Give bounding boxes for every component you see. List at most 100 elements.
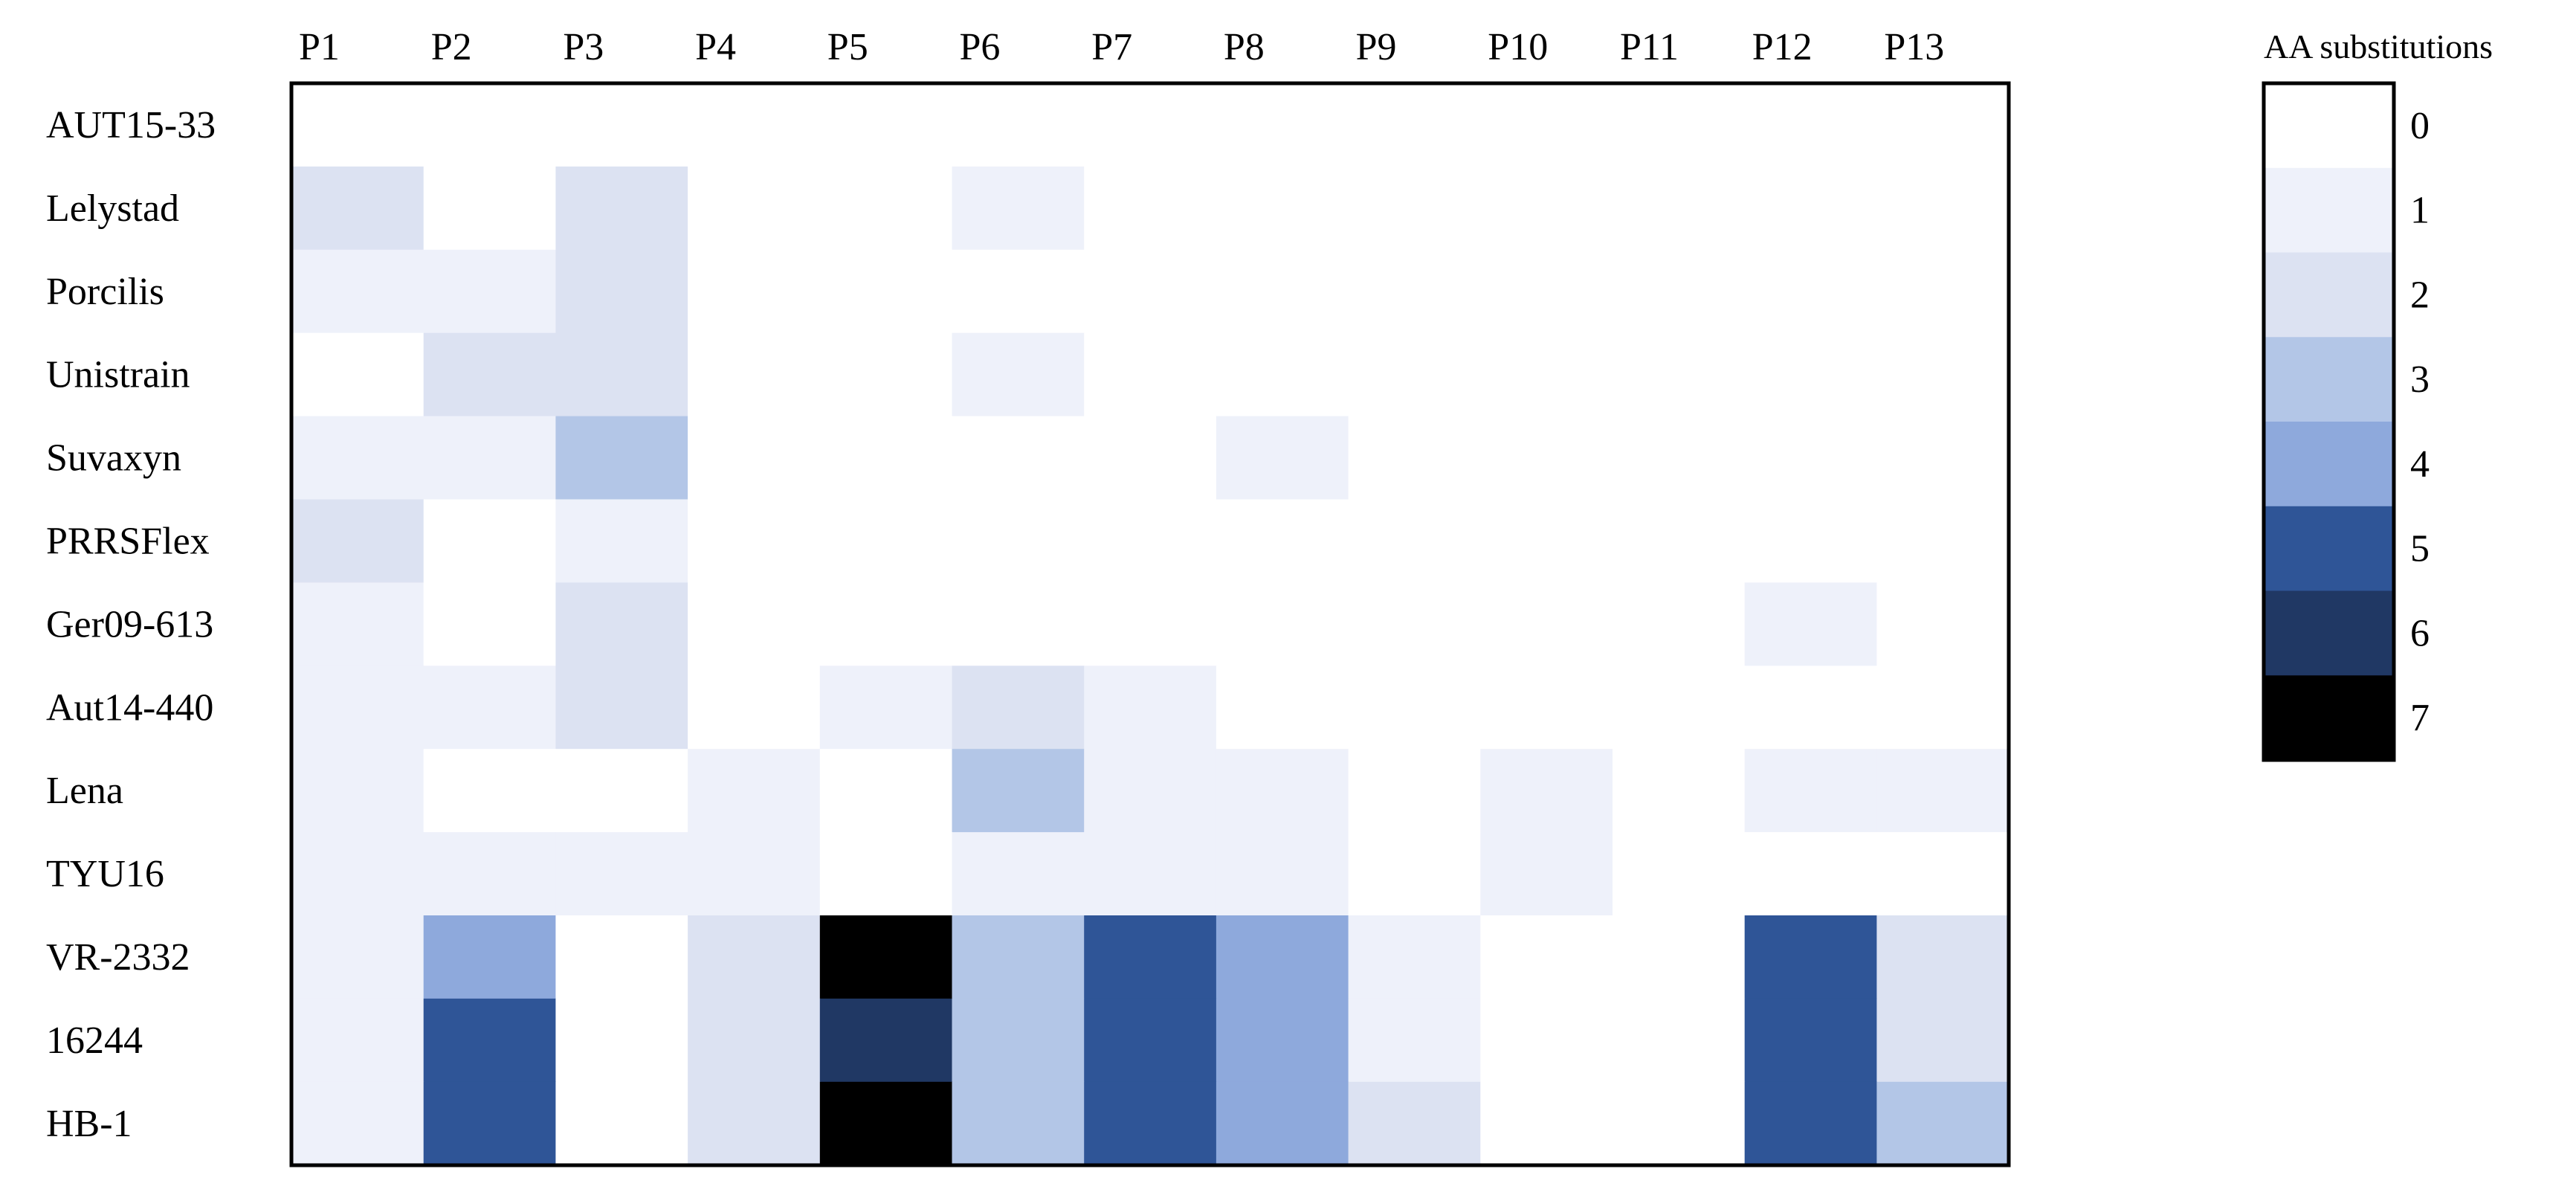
heatmap-cell-Aut14-440-P6 (952, 666, 1085, 750)
heatmap-cell-Lena-P6 (952, 749, 1085, 833)
legend-swatch (2264, 252, 2394, 338)
y-tick-label: Suvaxyn (46, 437, 181, 480)
heatmap-cell-HB-1-P12 (1744, 1081, 1877, 1166)
x-tick-label: P7 (1091, 26, 1132, 68)
x-tick-label: P5 (827, 26, 868, 68)
heatmap-cell-Unistrain-P1 (291, 332, 425, 417)
heatmap-cell-TYU16-P4 (688, 832, 821, 916)
heatmap-cell-Lena-P9 (1348, 749, 1481, 833)
heatmap-cell-PRRSFlex-P3 (555, 499, 688, 583)
heatmap-cell-HB-1-P2 (423, 1081, 556, 1166)
y-tick-label: HB-1 (46, 1103, 132, 1145)
heatmap-cell-Lelystad-P2 (423, 166, 556, 251)
heatmap-cell-TYU16-P9 (1348, 832, 1481, 916)
legend-swatch (2264, 337, 2394, 422)
heatmap-cell-VR-2332-P12 (1744, 915, 1877, 999)
heatmap-cell-HB-1-P11 (1613, 1081, 1746, 1166)
heatmap-cell-Ger09-613-P10 (1480, 582, 1613, 666)
heatmap-cell-VR-2332-P1 (291, 915, 425, 999)
heatmap-cell-Suvaxyn-P2 (423, 416, 556, 500)
heatmap-cell-TYU16-P5 (819, 832, 953, 916)
heatmap-cell-TYU16-P1 (291, 832, 425, 916)
heatmap-cell-Unistrain-P8 (1216, 332, 1349, 417)
legend-level-label: 0 (2410, 105, 2430, 147)
heatmap-cell-16244-P7 (1084, 998, 1217, 1083)
legend-level-label: 5 (2410, 528, 2430, 570)
heatmap-cell-Porcilis-P13 (1876, 249, 2010, 334)
heatmap-cell-AUT15-33-P3 (555, 83, 688, 167)
heatmap-cell-AUT15-33-P13 (1876, 83, 2010, 167)
heatmap-cell-16244-P13 (1876, 998, 2010, 1083)
heatmap-cell-PRRSFlex-P8 (1216, 499, 1349, 583)
heatmap-cell-AUT15-33-P7 (1084, 83, 1217, 167)
x-tick-label: P4 (695, 26, 736, 68)
x-tick-label: P8 (1224, 26, 1265, 68)
heatmap-cell-Unistrain-P5 (819, 332, 953, 417)
heatmap-cell-AUT15-33-P12 (1744, 83, 1877, 167)
legend-level-label: 1 (2410, 190, 2430, 232)
y-tick-label: PRRSFlex (46, 521, 210, 563)
heatmap-cell-AUT15-33-P4 (688, 83, 821, 167)
heatmap-cell-Lelystad-P8 (1216, 166, 1349, 251)
heatmap-cell-HB-1-P13 (1876, 1081, 2010, 1166)
heatmap-cell-16244-P12 (1744, 998, 1877, 1083)
heatmap-cell-Ger09-613-P2 (423, 582, 556, 666)
heatmap-cell-HB-1-P10 (1480, 1081, 1613, 1166)
heatmap-cell-PRRSFlex-P2 (423, 499, 556, 583)
heatmap-cell-Suvaxyn-P7 (1084, 416, 1217, 500)
heatmap-cell-HB-1-P6 (952, 1081, 1085, 1166)
heatmap-cell-Suvaxyn-P10 (1480, 416, 1613, 500)
heatmap-cell-Suvaxyn-P4 (688, 416, 821, 500)
legend-swatch (2264, 590, 2394, 676)
heatmap-cell-VR-2332-P10 (1480, 915, 1613, 999)
y-tick-label: Porcilis (46, 271, 164, 313)
heatmap-cell-PRRSFlex-P1 (291, 499, 425, 583)
heatmap-cell-Suvaxyn-P11 (1613, 416, 1746, 500)
heatmap-cell-AUT15-33-P10 (1480, 83, 1613, 167)
legend-swatch (2264, 422, 2394, 507)
heatmap-cell-Suvaxyn-P1 (291, 416, 425, 500)
heatmap-cell-Porcilis-P3 (555, 249, 688, 334)
heatmap-cell-AUT15-33-P2 (423, 83, 556, 167)
heatmap-cell-Suvaxyn-P13 (1876, 416, 2010, 500)
heatmap-cell-16244-P11 (1613, 998, 1746, 1083)
heatmap-cell-Lena-P4 (688, 749, 821, 833)
heatmap-cell-Lelystad-P9 (1348, 166, 1481, 251)
x-tick-label: P11 (1620, 26, 1679, 68)
heatmap-cell-Lelystad-P1 (291, 166, 425, 251)
heatmap-cell-AUT15-33-P9 (1348, 83, 1481, 167)
heatmap-cell-Ger09-613-P12 (1744, 582, 1877, 666)
heatmap-cell-Porcilis-P9 (1348, 249, 1481, 334)
legend-swatch (2264, 675, 2394, 761)
heatmap-cell-Ger09-613-P8 (1216, 582, 1349, 666)
heatmap-cell-Lelystad-P10 (1480, 166, 1613, 251)
heatmap-cell-Lelystad-P13 (1876, 166, 2010, 251)
heatmap-cell-Unistrain-P7 (1084, 332, 1217, 417)
heatmap-cell-VR-2332-P2 (423, 915, 556, 999)
heatmap-cell-VR-2332-P9 (1348, 915, 1481, 999)
heatmap-cell-Suvaxyn-P8 (1216, 416, 1349, 500)
heatmap-cell-VR-2332-P8 (1216, 915, 1349, 999)
x-tick-labels: P1 P2 P3 P4 P5 P6 P7 P8 P9 P10 P11 P12 P13 (299, 26, 1944, 68)
heatmap-cell-TYU16-P12 (1744, 832, 1877, 916)
heatmap-cell-Porcilis-P12 (1744, 249, 1877, 334)
heatmap-cell-Lena-P7 (1084, 749, 1217, 833)
heatmap-cell-Suvaxyn-P5 (819, 416, 953, 500)
heatmap-cell-PRRSFlex-P4 (688, 499, 821, 583)
legend-title: AA substitutions (2264, 28, 2493, 65)
heatmap-cell-Aut14-440-P4 (688, 666, 821, 750)
legend-frame (2262, 81, 2396, 762)
heatmap-cell-Ger09-613-P1 (291, 582, 425, 666)
heatmap-cell-16244-P10 (1480, 998, 1613, 1083)
heatmap-cell-Aut14-440-P9 (1348, 666, 1481, 750)
y-tick-label: VR-2332 (46, 936, 190, 979)
plot-frame (289, 81, 2011, 1167)
y-tick-label: Aut14-440 (46, 686, 213, 729)
heatmap-cell-Unistrain-P2 (423, 332, 556, 417)
x-tick-label: P10 (1488, 26, 1548, 68)
legend-labels: 0 1 2 3 4 5 6 7 (2410, 105, 2430, 739)
heatmap-cell-VR-2332-P13 (1876, 915, 2010, 999)
heatmap-cell-16244-P4 (688, 998, 821, 1083)
y-tick-label: 16244 (46, 1019, 143, 1062)
